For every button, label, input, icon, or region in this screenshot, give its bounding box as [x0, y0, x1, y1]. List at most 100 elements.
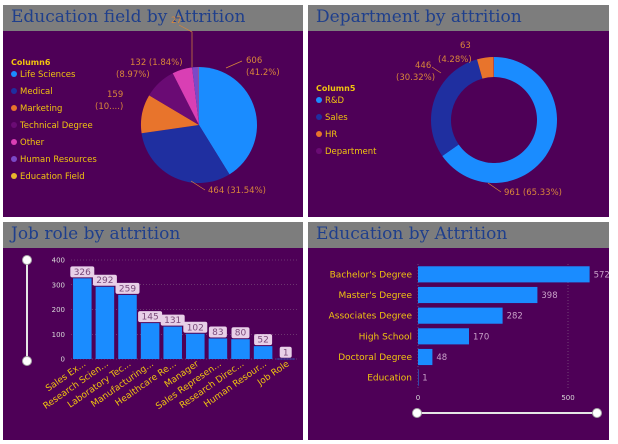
- data-label: 606: [246, 56, 262, 66]
- legend-item: Education Field: [20, 172, 85, 182]
- data-label-badge: [208, 326, 227, 338]
- y-tick-label: Doctoral Degree: [338, 353, 412, 363]
- data-label-badge: [138, 311, 163, 323]
- x-tick-label: 0: [416, 394, 420, 402]
- data-label: 48: [436, 353, 447, 363]
- zoom-slider-right-handle[interactable]: [592, 408, 602, 418]
- zoom-slider-left-handle[interactable]: [412, 408, 422, 418]
- bar: [276, 358, 295, 360]
- bar: [418, 348, 433, 366]
- pie-slice: [149, 73, 199, 125]
- legend-marker: [11, 173, 17, 179]
- data-label-badge: [279, 346, 292, 358]
- legend-marker: [11, 71, 17, 77]
- legend-item: HR: [325, 130, 337, 140]
- legend-marker: [316, 148, 322, 154]
- data-label: 83: [212, 328, 223, 338]
- zoom-slider-bottom-handle[interactable]: [22, 356, 32, 366]
- panel-title: Education by Attrition: [316, 224, 508, 244]
- legend-marker: [11, 156, 17, 162]
- y-tick-label: 300: [52, 281, 65, 289]
- bar: [418, 286, 538, 304]
- panel-title: Department by attrition: [316, 7, 522, 27]
- data-label: 63: [460, 41, 471, 51]
- leader-line: [190, 180, 206, 191]
- job-role-panel: Job role by attrition 0 100 200 300 400 326 Sa…: [3, 222, 303, 440]
- legend-title: Column6: [11, 58, 51, 67]
- pie-slice: [192, 67, 199, 125]
- panel-header: Department by attrition: [308, 5, 609, 31]
- data-label: 326: [74, 268, 91, 278]
- data-label-badge: [92, 274, 117, 286]
- data-label: 52: [257, 336, 268, 346]
- data-label: (10....): [95, 102, 123, 112]
- department-donut-chart: Column5 R&D Sales HR Department 961 (65.33%) 4…: [316, 41, 562, 198]
- legend-marker: [316, 97, 322, 103]
- x-tick-label: 500: [561, 394, 574, 402]
- y-tick-label: Master's Degree: [338, 291, 412, 301]
- y-tick-label: High School: [359, 332, 412, 342]
- data-label-badge: [254, 334, 273, 346]
- leader-line: [225, 60, 243, 69]
- bar: [95, 286, 115, 359]
- data-label-badge: [231, 327, 250, 339]
- panel-header: Job role by attrition: [3, 222, 303, 248]
- data-label: 259: [119, 284, 136, 294]
- legend-marker: [11, 88, 17, 94]
- legend-item: R&D: [325, 96, 345, 106]
- bar: [140, 323, 160, 359]
- legend-marker: [316, 114, 322, 120]
- panel-header: Education field by Attrition: [3, 5, 303, 31]
- legend-title: Column5: [316, 84, 356, 93]
- y-tick-label: 0: [61, 356, 65, 364]
- legend-item: Marketing: [20, 104, 62, 114]
- data-label: 145: [142, 313, 159, 323]
- legend-item: Technical Degree: [19, 121, 93, 131]
- data-label: 102: [187, 323, 204, 333]
- bar: [208, 338, 228, 359]
- data-label: (41.2%): [246, 68, 280, 78]
- legend-marker: [316, 131, 322, 137]
- legend-item: Other: [20, 138, 45, 148]
- y-tick-label: Education: [367, 374, 412, 384]
- bar: [418, 307, 503, 324]
- bar: [186, 333, 205, 359]
- donut-slice: [431, 59, 483, 156]
- donut-slice: [442, 57, 557, 183]
- legend-item: Sales: [325, 113, 348, 123]
- data-label: (30.32%): [396, 73, 435, 83]
- zoom-slider-track[interactable]: [416, 412, 596, 414]
- data-label: 292: [96, 276, 113, 286]
- education-field-pie-chart: Column6 Life Sciences Medical Marketing Tech…: [11, 16, 280, 196]
- data-label: 132 (1.84%): [130, 58, 183, 68]
- data-label: 446: [415, 61, 431, 71]
- education-panel: Education by Attrition 0 500 Bachelor's De…: [308, 222, 609, 440]
- data-label: 398: [541, 291, 557, 301]
- zoom-slider-track[interactable]: [26, 260, 28, 360]
- leader-line: [431, 66, 442, 74]
- panel-header: Education by Attrition: [308, 222, 609, 248]
- zoom-slider-top-handle[interactable]: [22, 255, 32, 265]
- data-label-badge: [70, 266, 95, 278]
- bar: [418, 328, 469, 345]
- y-tick-label: Associates Degree: [329, 312, 413, 322]
- y-tick-label: Bachelor's Degree: [330, 270, 413, 280]
- panel-title: Education field by Attrition: [11, 7, 246, 27]
- legend-item: Life Sciences: [20, 70, 76, 80]
- pie-slice: [199, 67, 257, 175]
- data-label: 159: [107, 90, 123, 100]
- legend-item: Human Resources: [20, 155, 97, 165]
- y-tick-label: 200: [52, 306, 65, 314]
- bar: [253, 346, 273, 359]
- bar: [73, 278, 92, 359]
- data-label: 572: [594, 270, 609, 280]
- data-label-badge: [115, 282, 140, 294]
- data-label-badge: [183, 321, 208, 333]
- leader-line: [487, 182, 502, 193]
- bar: [418, 266, 590, 283]
- legend-marker: [11, 122, 17, 128]
- data-label: 464 (31.54%): [208, 186, 266, 196]
- y-tick-label: 400: [52, 257, 65, 265]
- data-label: 131: [164, 316, 181, 326]
